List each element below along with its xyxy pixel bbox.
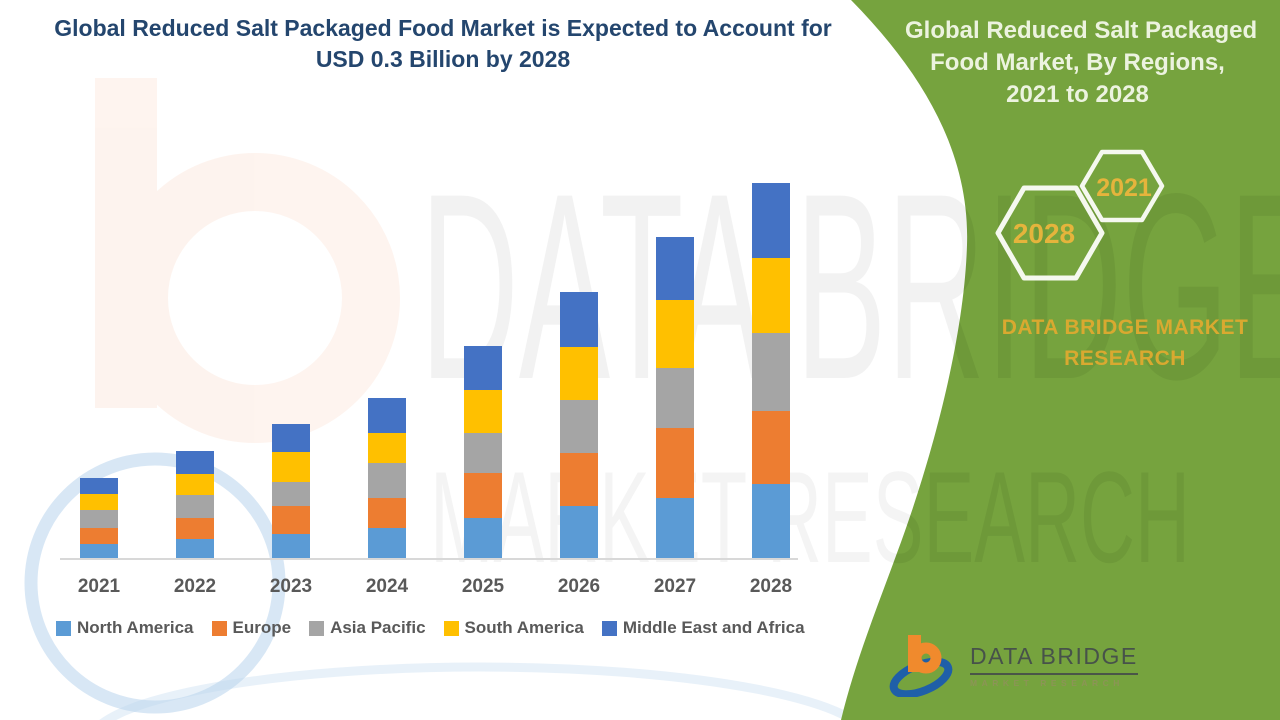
brand-text-line1: DATA BRIDGE MARKET bbox=[1001, 316, 1249, 339]
bar-segment-middle-east-and-africa-2025 bbox=[464, 346, 502, 390]
hexagon-2021 bbox=[1079, 149, 1165, 223]
footer-logo-name: DATA BRIDGE bbox=[970, 643, 1138, 675]
legend-item-north-america: North America bbox=[56, 618, 194, 638]
bar-segment-asia-pacific-2026 bbox=[560, 400, 598, 453]
x-axis-label-2027: 2027 bbox=[653, 576, 697, 597]
legend-swatch-middle-east-and-africa bbox=[601, 620, 617, 636]
legend-label-north-america: North America bbox=[77, 618, 194, 637]
bar-segment-europe-2021 bbox=[80, 528, 118, 544]
legend-label-asia-pacific: Asia Pacific bbox=[330, 618, 426, 637]
side-panel-title-line3: 2021 to 2028 bbox=[1006, 81, 1149, 108]
x-axis-label-2026: 2026 bbox=[557, 576, 601, 597]
x-axis-labels: 2021 2022 2023 2024 2025 2026 2027 2028 bbox=[78, 576, 840, 598]
legend-swatch-asia-pacific bbox=[309, 620, 325, 636]
chart-title: Global Reduced Salt Packaged Food Market… bbox=[28, 13, 858, 75]
hexagon-2028 bbox=[995, 185, 1105, 281]
legend-swatch-south-america bbox=[443, 620, 459, 636]
chart-title-line1: Global Reduced Salt Packaged Food Market… bbox=[54, 15, 832, 41]
stacked-bar-2023 bbox=[272, 424, 310, 559]
side-panel-title: Global Reduced Salt Packaged Food Market… bbox=[905, 15, 1258, 111]
bar-segment-middle-east-and-africa-2021 bbox=[80, 478, 118, 494]
legend-item-europe: Europe bbox=[211, 618, 292, 638]
bar-segment-south-america-2023 bbox=[272, 452, 310, 482]
bar-segment-north-america-2025 bbox=[464, 518, 502, 559]
legend-item-middle-east-and-africa: Middle East and Africa bbox=[601, 618, 805, 638]
bar-segment-south-america-2024 bbox=[368, 433, 406, 463]
bar-segment-asia-pacific-2028 bbox=[752, 333, 790, 411]
hexagon-2028-label: 2028 bbox=[1013, 218, 1075, 249]
bar-segment-north-america-2026 bbox=[560, 506, 598, 559]
bar-segment-south-america-2028 bbox=[752, 258, 790, 333]
brand-text: DATA BRIDGE MARKET RESEARCH bbox=[950, 312, 1280, 374]
x-axis-label-2021: 2021 bbox=[77, 576, 121, 597]
bar-segment-europe-2028 bbox=[752, 411, 790, 484]
x-axis-label-2025: 2025 bbox=[461, 576, 505, 597]
footer-logo-tagline: MARKET RESEARCH bbox=[970, 677, 1124, 688]
bar-segment-north-america-2027 bbox=[656, 498, 694, 559]
bar-segment-north-america-2021 bbox=[80, 544, 118, 559]
stacked-bar-2022 bbox=[176, 451, 214, 559]
bar-segment-europe-2027 bbox=[656, 428, 694, 498]
bar-segment-middle-east-and-africa-2023 bbox=[272, 424, 310, 452]
bar-segment-middle-east-and-africa-2026 bbox=[560, 292, 598, 347]
legend-item-south-america: South America bbox=[443, 618, 584, 638]
watermark-blue-ring bbox=[24, 452, 286, 714]
bar-segment-asia-pacific-2024 bbox=[368, 463, 406, 498]
svg-text:MARKET RESEARCH: MARKET RESEARCH bbox=[430, 444, 1190, 590]
x-axis-line bbox=[60, 558, 798, 560]
side-panel-title-line1: Global Reduced Salt Packaged bbox=[905, 17, 1258, 44]
bar-segment-middle-east-and-africa-2022 bbox=[176, 451, 214, 474]
bar-plot-area bbox=[80, 0, 840, 559]
brand-text-line2: RESEARCH bbox=[1064, 347, 1186, 370]
bar-segment-europe-2024 bbox=[368, 498, 406, 528]
watermark-blue-arc bbox=[99, 662, 861, 720]
legend-swatch-north-america bbox=[56, 620, 71, 636]
data-bridge-logo-icon bbox=[889, 635, 953, 697]
legend-label-south-america: South America bbox=[464, 618, 584, 637]
stacked-bar-2024 bbox=[368, 398, 406, 559]
bar-segment-asia-pacific-2022 bbox=[176, 495, 214, 518]
legend-item-asia-pacific: Asia Pacific bbox=[309, 618, 426, 638]
bar-segment-south-america-2022 bbox=[176, 474, 214, 495]
legend-swatch-europe bbox=[211, 620, 227, 636]
bar-segment-south-america-2025 bbox=[464, 390, 502, 433]
bar-segment-south-america-2021 bbox=[80, 494, 118, 510]
side-panel-shape bbox=[841, 0, 1280, 720]
x-axis-label-2024: 2024 bbox=[365, 576, 409, 597]
legend-label-europe: Europe bbox=[232, 618, 292, 637]
bar-segment-south-america-2027 bbox=[656, 300, 694, 368]
bar-segment-asia-pacific-2025 bbox=[464, 433, 502, 473]
bar-segment-north-america-2028 bbox=[752, 484, 790, 559]
bar-segment-europe-2026 bbox=[560, 453, 598, 506]
stacked-bar-2021 bbox=[80, 478, 118, 559]
watermark-b-logo bbox=[95, 78, 400, 443]
footer-logo: DATA BRIDGE MARKET RESEARCH bbox=[888, 633, 1138, 697]
bar-segment-europe-2022 bbox=[176, 518, 214, 539]
bar-segment-asia-pacific-2021 bbox=[80, 510, 118, 528]
bar-segment-europe-2025 bbox=[464, 473, 502, 518]
chart-title-line2: USD 0.3 Billion by 2028 bbox=[315, 46, 571, 72]
chart-legend: North America Europe Asia Pacific South Ame… bbox=[56, 618, 856, 638]
bar-segment-north-america-2022 bbox=[176, 539, 214, 559]
hexagon-2021-label: 2021 bbox=[1096, 174, 1152, 202]
legend-label-middle-east-and-africa: Middle East and Africa bbox=[622, 618, 805, 637]
stacked-bar-2028 bbox=[752, 183, 790, 559]
stacked-bar-2026 bbox=[560, 292, 598, 559]
stacked-bar-2027 bbox=[656, 237, 694, 559]
bar-segment-middle-east-and-africa-2028 bbox=[752, 183, 790, 258]
bar-segment-south-america-2026 bbox=[560, 347, 598, 400]
bar-segment-asia-pacific-2027 bbox=[656, 368, 694, 428]
side-panel-title-line2: Food Market, By Regions, bbox=[930, 49, 1225, 76]
bar-segment-middle-east-and-africa-2027 bbox=[656, 237, 694, 300]
bar-segment-asia-pacific-2023 bbox=[272, 482, 310, 506]
bar-segment-middle-east-and-africa-2024 bbox=[368, 398, 406, 433]
bar-segment-europe-2023 bbox=[272, 506, 310, 534]
x-axis-label-2028: 2028 bbox=[749, 576, 793, 597]
bar-segment-north-america-2023 bbox=[272, 534, 310, 559]
x-axis-label-2023: 2023 bbox=[269, 576, 313, 597]
bar-segment-north-america-2024 bbox=[368, 528, 406, 559]
x-axis-label-2022: 2022 bbox=[173, 576, 217, 597]
stacked-bar-2025 bbox=[464, 346, 502, 559]
